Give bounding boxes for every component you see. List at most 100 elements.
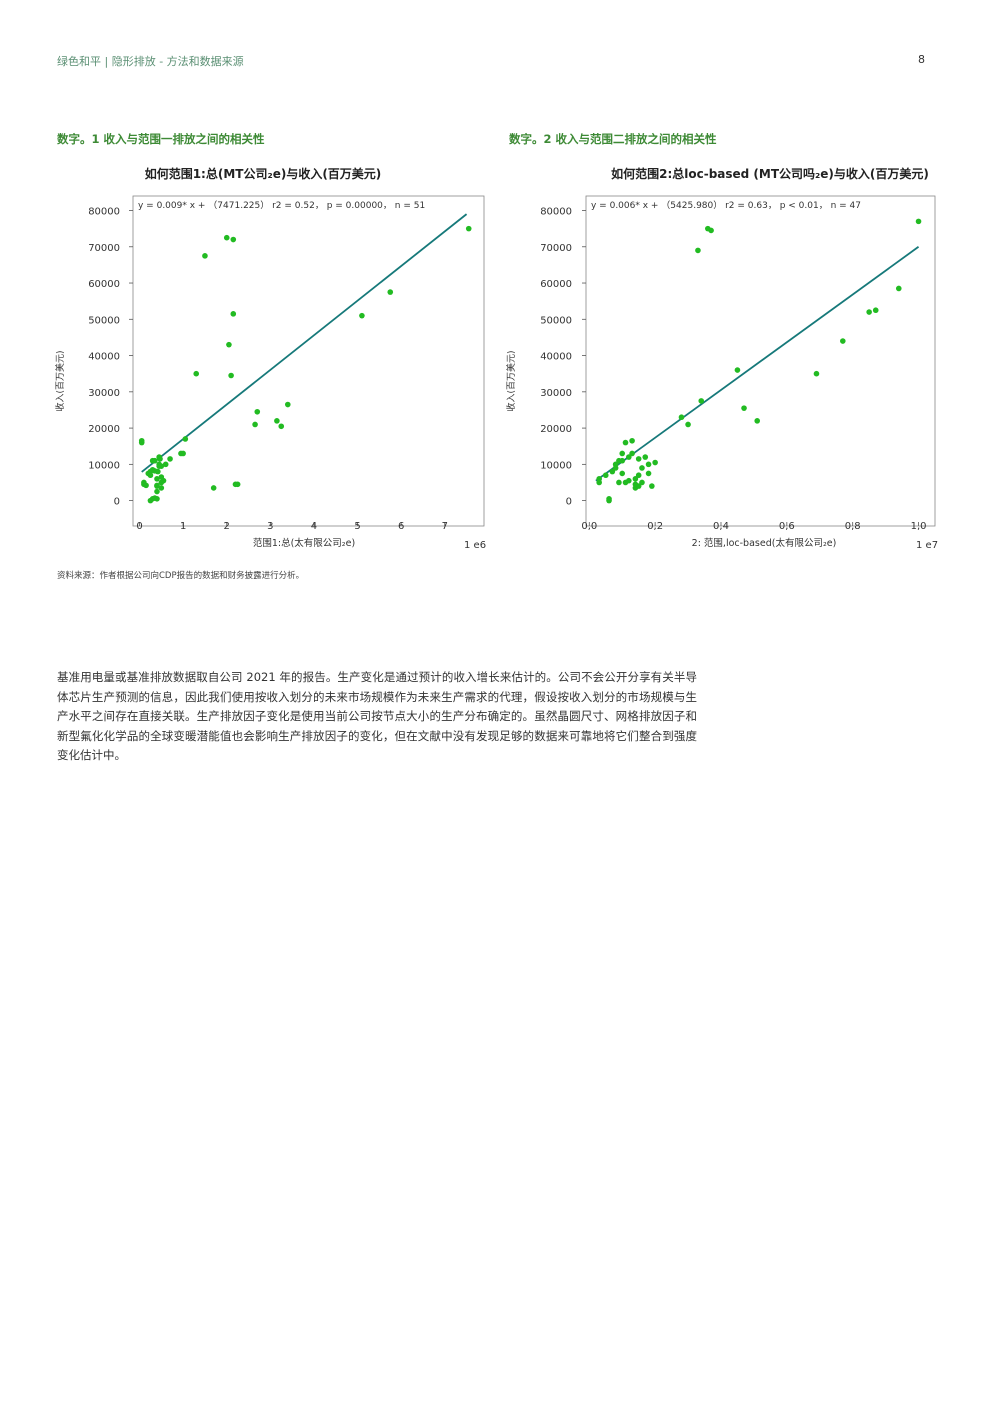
y-tick-label: 50000 (88, 315, 120, 326)
x-scale-multiplier: 1 e7 (916, 540, 938, 551)
data-point (157, 456, 163, 462)
data-point (915, 218, 922, 225)
data-point (619, 457, 626, 464)
data-point (629, 437, 635, 444)
data-point (193, 370, 200, 377)
data-point (228, 372, 234, 379)
y-tick-label: 0 (114, 497, 120, 508)
data-point (284, 401, 291, 408)
running-header: 绿色和平 | 隐形排放 - 方法和数据来源 (57, 55, 244, 68)
data-point (252, 421, 258, 428)
data-point (626, 477, 632, 484)
y-tick-label: 20000 (540, 424, 572, 435)
y-tick-label: 50000 (540, 315, 572, 326)
figure-1-caption: 数字。1 收入与范围一排放之间的相关性 (57, 132, 265, 146)
data-point (612, 465, 619, 471)
data-point (635, 483, 642, 489)
y-axis-label: 收入(百万美元) (505, 350, 517, 411)
scatter-chart-scope1: 0 10000 20000 30000 40000 50000 60000 70000 8000… (54, 195, 486, 551)
data-point (622, 439, 629, 446)
data-point (154, 476, 160, 482)
data-point (202, 253, 208, 259)
x-axis-label: 范围1:总(太有限公司₂e) (253, 537, 355, 549)
data-point (223, 234, 230, 241)
regression-equation: y = 0.006* x + （5425.980） r2 = 0.63， p <… (591, 200, 861, 211)
data-point (678, 414, 685, 421)
data-point (642, 454, 649, 460)
y-tick-label: 40000 (540, 352, 572, 363)
x-tick-label: 2 (224, 521, 230, 532)
data-point (609, 468, 616, 475)
chart-1-title: 如何范围1:总(MT公司₂e)与收入(百万美元) (144, 167, 382, 181)
data-point (160, 477, 167, 484)
data-point (708, 227, 714, 234)
data-point (741, 405, 747, 411)
data-point (619, 470, 626, 477)
page-number: 8 (918, 53, 925, 66)
y-tick-label: 80000 (88, 207, 120, 218)
figure-2-caption: 数字。2 收入与范围二排放之间的相关性 (509, 132, 717, 146)
data-point (754, 418, 761, 424)
data-point (230, 236, 237, 243)
data-point (629, 450, 635, 457)
x-tick-label: 5 (354, 521, 360, 532)
data-point (645, 470, 652, 477)
x-tick-label: 0,6 (779, 521, 795, 532)
data-point (155, 468, 161, 475)
data-point (465, 225, 472, 232)
x-tick-label: 0,4 (713, 521, 729, 532)
data-point (596, 476, 602, 482)
y-tick-label: 70000 (540, 243, 572, 254)
source-note: 资料来源：作者根据公司向CDP报告的数据和财务披露进行分析。 (57, 571, 305, 581)
data-point (230, 311, 237, 317)
plot-frame (585, 195, 936, 527)
x-tick-label: 1,0 (911, 521, 927, 532)
data-point (619, 450, 626, 457)
x-tick-label: 4 (311, 521, 317, 532)
data-point (154, 488, 160, 495)
data-point (180, 450, 186, 457)
y-tick-label: 40000 (88, 352, 120, 363)
chart-2-title: 如何范围2:总loc-based (MT公司吗₂e)与收入(百万美元) (611, 167, 929, 181)
data-point (167, 456, 173, 462)
y-tick-label: 60000 (88, 279, 120, 290)
data-point (649, 483, 655, 489)
data-point (254, 408, 261, 415)
data-point (635, 456, 642, 462)
x-axis-label: 2: 范围,loc-based(太有限公司₂e) (692, 537, 837, 549)
y-axis-label: 收入(百万美元) (54, 350, 66, 411)
data-point (866, 309, 872, 315)
data-point (626, 454, 632, 460)
x-tick-label: 0,2 (647, 521, 663, 532)
data-point (158, 485, 165, 491)
data-point (652, 459, 658, 466)
y-tick-label: 0 (566, 497, 572, 508)
data-point (602, 472, 609, 479)
y-tick-label: 30000 (88, 388, 120, 399)
y-tick-label: 60000 (540, 279, 572, 290)
body-paragraph: 基准用电量或基准排放数据取自公司 2021 年的报告。生产变化是通过预计的收入增… (57, 670, 697, 762)
data-point (616, 479, 622, 486)
x-tick-label: 0,8 (845, 521, 861, 532)
data-point (606, 496, 612, 502)
data-point (359, 312, 365, 319)
plot-frame (132, 195, 485, 527)
y-tick-label: 30000 (540, 388, 572, 399)
x-tick-label: 0,0 (581, 521, 597, 532)
data-point (635, 472, 642, 479)
y-tick-label: 70000 (88, 243, 120, 254)
x-tick-label: 0 (136, 521, 142, 532)
data-point (695, 247, 701, 254)
y-tick-label: 10000 (540, 460, 572, 471)
y-tick-label: 20000 (88, 424, 120, 435)
data-point (226, 341, 232, 348)
x-tick-label: 1 (180, 521, 186, 532)
y-tick-label: 10000 (88, 460, 120, 471)
x-scale-multiplier: 1 e6 (464, 540, 486, 551)
data-point (210, 485, 217, 491)
x-tick-label: 3 (267, 521, 273, 532)
data-point (154, 482, 160, 489)
data-point (162, 461, 169, 468)
data-point (154, 496, 160, 502)
data-point (813, 370, 820, 377)
